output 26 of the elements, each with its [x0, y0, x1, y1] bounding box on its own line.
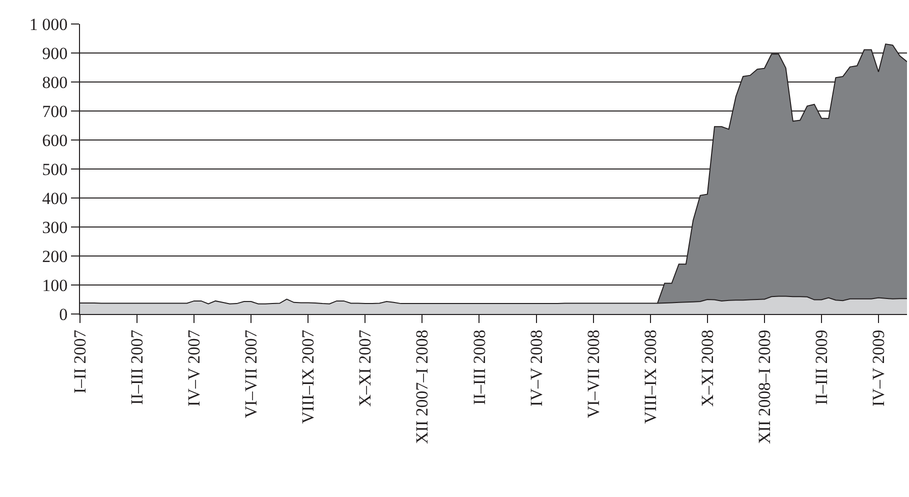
x-tick-label: VIII–IX 2008 [640, 330, 660, 424]
x-tick-label: VIII–IX 2007 [298, 329, 318, 424]
y-tick-label: 1 000 [29, 14, 68, 34]
x-tick-label: XII 2008–I 2009 [754, 330, 774, 444]
x-tick-label: X–XI 2007 [356, 329, 375, 407]
y-tick-label: 100 [42, 276, 68, 295]
y-tick-label: 700 [42, 102, 68, 121]
y-tick-label: 600 [42, 130, 68, 150]
x-tick-label: IV–V 2009 [869, 330, 888, 406]
y-tick-label: 300 [42, 218, 68, 237]
x-tick-label: II–III 2007 [128, 329, 147, 405]
y-tick-label: 0 [59, 304, 68, 324]
x-tick-label: II–III 2009 [812, 330, 831, 405]
y-tick-label: 900 [42, 44, 68, 63]
y-tick-label: 400 [42, 188, 68, 208]
x-tick-label: II–III 2008 [470, 330, 489, 405]
y-tick-label: 800 [42, 72, 68, 92]
x-tick-label: IV–V 2008 [526, 330, 546, 406]
y-tick-label: 500 [42, 160, 68, 179]
y-tick-label: 200 [42, 246, 68, 266]
x-tick-label: VI–VII 2007 [242, 329, 261, 418]
x-tick-label: IV–V 2007 [184, 329, 204, 406]
x-tick-label: I–II 2007 [70, 329, 90, 394]
x-tick-label: X–XI 2008 [698, 330, 717, 407]
x-tick-label: VI–VII 2008 [584, 330, 603, 418]
x-tick-label: XII 2007–I 2008 [412, 330, 432, 444]
